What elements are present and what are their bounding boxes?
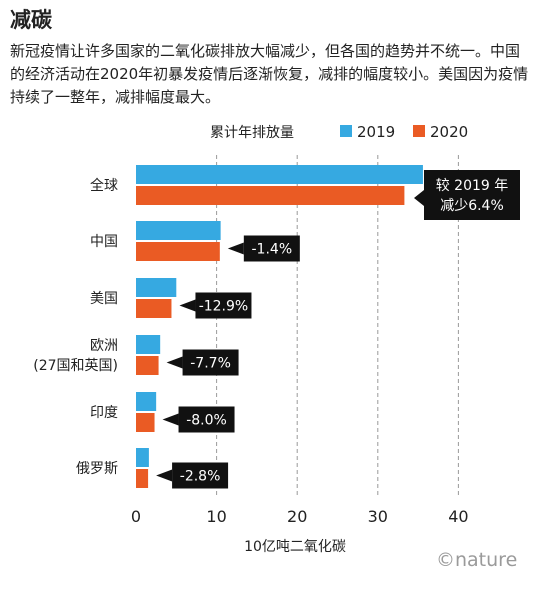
bar-2019 bbox=[136, 392, 157, 411]
category-label: 欧洲 bbox=[90, 338, 118, 354]
x-tick-label: 10 bbox=[206, 507, 226, 526]
bar-2020 bbox=[136, 413, 155, 432]
callout-text: -8.0% bbox=[186, 413, 227, 429]
category-label: 印度 bbox=[90, 405, 118, 421]
callout-text: 较 2019 年 bbox=[436, 178, 509, 194]
callout-pointer bbox=[162, 413, 179, 426]
callout-pointer bbox=[156, 469, 173, 482]
x-tick-label: 20 bbox=[287, 507, 307, 526]
category-label: 俄罗斯 bbox=[76, 461, 118, 477]
bar-2020 bbox=[136, 299, 172, 318]
callout-box bbox=[178, 406, 235, 433]
callout-text: -7.7% bbox=[190, 356, 231, 372]
legend-swatch-2020 bbox=[413, 125, 425, 137]
bar-2019 bbox=[136, 448, 149, 467]
legend-label-2020: 2020 bbox=[430, 123, 468, 141]
x-tick-label: 0 bbox=[131, 507, 141, 526]
callout-box bbox=[182, 349, 239, 376]
chart-title: 减碳 bbox=[10, 8, 52, 32]
callout-pointer bbox=[227, 242, 244, 255]
callout-pointer bbox=[414, 190, 424, 206]
callout-box bbox=[243, 235, 300, 262]
nature-credit: ©nature bbox=[436, 549, 518, 571]
callout-text: -1.4% bbox=[252, 242, 293, 258]
bar-2019 bbox=[136, 335, 161, 354]
x-tick-label: 40 bbox=[448, 507, 468, 526]
legend-swatch-2019 bbox=[340, 125, 352, 137]
bar-2020 bbox=[136, 242, 220, 261]
callout-pointer bbox=[166, 356, 183, 369]
category-label: (27国和英国) bbox=[33, 357, 118, 374]
legend-title: 累计年排放量 bbox=[210, 125, 294, 141]
category-label: 美国 bbox=[90, 291, 118, 307]
bar-2019 bbox=[136, 221, 221, 240]
bar-2019 bbox=[136, 278, 177, 297]
chart-description: 新冠疫情让许多国家的二氧化碳排放大幅减少，但各国的趋势并不统一。中国的经济活动在… bbox=[10, 42, 529, 106]
callout-pointer bbox=[179, 299, 196, 312]
bar-2019 bbox=[136, 165, 423, 184]
category-label: 全球 bbox=[90, 177, 118, 194]
callout-text: -2.8% bbox=[180, 469, 221, 485]
bar-2020 bbox=[136, 186, 405, 205]
callout-box bbox=[424, 170, 520, 220]
x-axis-label: 10亿吨二氧化碳 bbox=[244, 539, 346, 555]
x-tick-label: 30 bbox=[368, 507, 388, 526]
bar-2020 bbox=[136, 356, 159, 375]
legend-label-2019: 2019 bbox=[357, 123, 395, 141]
callout-box bbox=[172, 462, 229, 489]
callout-text: -12.9% bbox=[199, 299, 249, 315]
callout-box bbox=[195, 292, 252, 319]
bar-2020 bbox=[136, 469, 149, 488]
callout-text: 减少6.4% bbox=[440, 198, 504, 214]
category-label: 中国 bbox=[90, 234, 118, 250]
